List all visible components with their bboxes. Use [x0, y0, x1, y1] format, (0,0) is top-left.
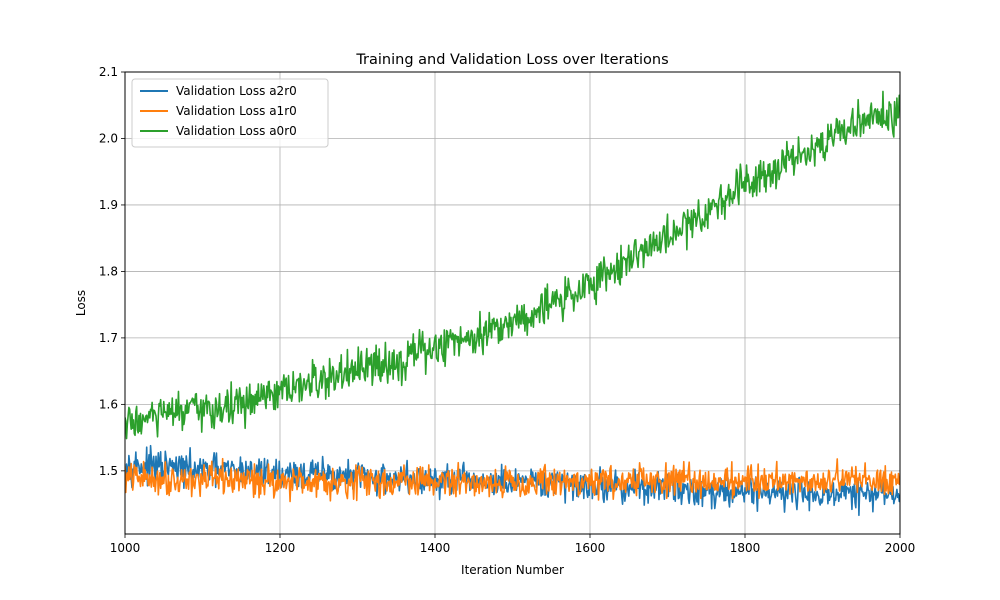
plot-frame [124, 71, 901, 535]
series-line [125, 90, 900, 440]
x-tick-label: 1400 [420, 541, 451, 555]
y-tick-label: 1.5 [99, 464, 118, 478]
x-axis-ticks: 1000 1200 1400 1600 1800 2000 [110, 534, 916, 555]
y-tick-label: 1.6 [99, 397, 118, 411]
x-axis-label: Iteration Number [461, 563, 564, 577]
legend-box [131, 78, 329, 148]
x-tick-label: 1600 [575, 541, 606, 555]
chart-title: Training and Validation Loss over Iterat… [355, 52, 668, 68]
y-tick-label: 1.8 [99, 264, 118, 278]
legend: Validation Loss a2r0 Validation Loss a1r0… [131, 78, 329, 148]
legend-label: Validation Loss a1r0 [176, 104, 297, 118]
y-tick-label: 2.0 [99, 131, 118, 145]
legend-label: Validation Loss a0r0 [176, 124, 297, 138]
y-axis-label: Loss [74, 290, 88, 316]
legend-label: Validation Loss a2r0 [176, 84, 297, 98]
x-tick-label: 1800 [730, 541, 761, 555]
y-axis-ticks: 1.5 1.6 1.7 1.8 1.9 2.0 2.1 [99, 65, 125, 478]
series-layer [125, 90, 900, 517]
series-line [125, 457, 900, 503]
y-tick-label: 1.7 [99, 331, 118, 345]
x-tick-label: 1200 [265, 541, 296, 555]
x-tick-label: 1000 [110, 541, 141, 555]
y-tick-label: 2.1 [99, 65, 118, 79]
x-tick-label: 2000 [885, 541, 916, 555]
y-tick-label: 1.9 [99, 198, 118, 212]
